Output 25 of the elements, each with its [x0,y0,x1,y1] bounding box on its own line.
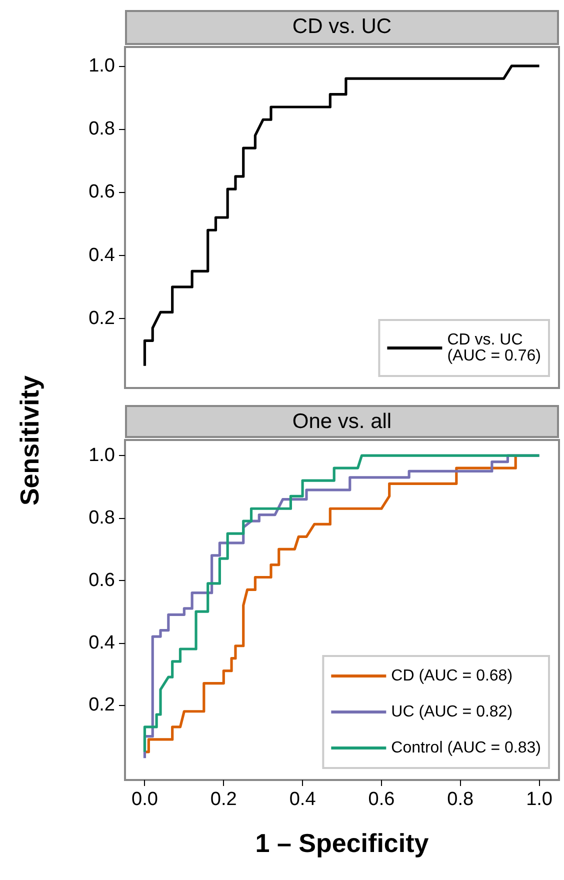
y-axis-title: Sensitivity [14,374,46,506]
y-tick-label: 0.6 [88,182,115,203]
legend-label: CD vs. UC (AUC = 0.76) [447,332,541,364]
y-tick-label: 1.0 [88,55,115,76]
x-tick-label: 1.0 [526,789,552,810]
y-tick-label: 0.2 [88,308,115,330]
y-tick-label: 0.4 [88,244,116,266]
chart-title: CD vs. UC [292,15,392,38]
chart-title: One vs. all [292,410,392,433]
x-tick-label: 0.2 [210,789,237,810]
y-tick-label: 0.8 [88,118,115,140]
legend-label: Control (AUC = 0.83) [391,740,542,756]
x-tick-label: 0.8 [447,789,474,810]
y-tick-label: 1.0 [88,445,115,466]
y-tick-label: 0.6 [88,570,115,591]
y-tick-label: 0.4 [88,632,116,654]
x-tick-label: 0.6 [368,789,395,810]
line-series [143,64,541,368]
legend-label: CD (AUC = 0.68) [391,668,513,684]
legend-label: UC (AUC = 0.82) [391,704,513,720]
x-tick-label: 0.4 [289,789,316,810]
y-tick-label: 0.8 [88,507,115,528]
x-axis-title: 1 – Specificity [255,828,430,858]
x-tick-label: 0.0 [132,789,158,810]
y-tick-label: 0.2 [88,694,115,716]
